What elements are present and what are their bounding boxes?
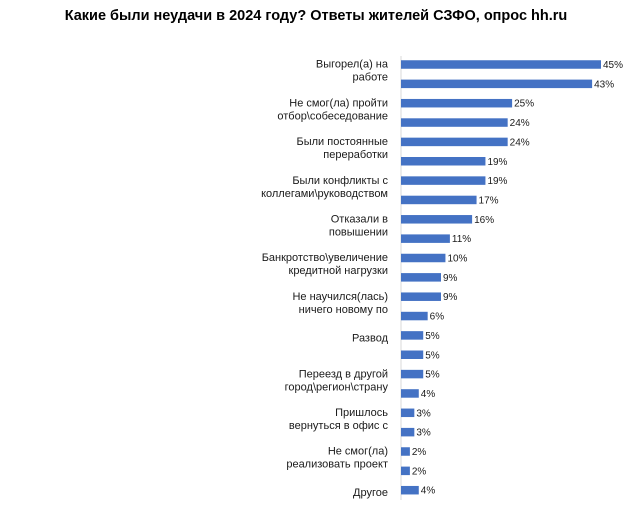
category-label: Были конфликты с xyxy=(292,175,388,187)
value-label: 24% xyxy=(510,137,530,148)
category-label: коллегами\руководством xyxy=(261,188,388,200)
bar xyxy=(401,215,473,224)
value-label: 10% xyxy=(447,254,467,265)
category-label: кредитной нагрузки xyxy=(289,265,389,277)
value-label: 4% xyxy=(421,389,436,400)
category-label: Отказали в xyxy=(331,213,388,225)
value-label: 19% xyxy=(487,157,507,168)
value-label: 2% xyxy=(412,466,427,477)
value-label: 5% xyxy=(425,331,440,342)
bar xyxy=(401,408,415,418)
value-label: 4% xyxy=(421,486,436,497)
value-label: 17% xyxy=(479,195,499,206)
category-label: ничего новому по xyxy=(299,304,388,316)
bar xyxy=(401,273,441,282)
bar xyxy=(401,157,486,166)
bar xyxy=(401,389,419,398)
value-label: 2% xyxy=(412,447,427,458)
category-label: работе xyxy=(353,72,388,84)
bar xyxy=(401,79,593,89)
category-label: Не научился(лась) xyxy=(292,291,388,303)
bar xyxy=(401,137,508,147)
category-label: Были постоянные xyxy=(297,136,388,148)
bar xyxy=(401,98,513,108)
value-label: 5% xyxy=(425,370,440,381)
value-label: 43% xyxy=(594,79,614,90)
category-label: отбор\собеседование xyxy=(277,110,388,122)
value-label: 45% xyxy=(603,60,623,71)
bar xyxy=(401,118,508,127)
category-label: Другое xyxy=(353,487,388,499)
category-label: Не смог(ла) xyxy=(328,446,388,458)
category-label: Пришлось xyxy=(335,407,388,419)
chart-title: Какие были неудачи в 2024 году? Ответы ж… xyxy=(64,8,568,24)
bars-group: 45%43%25%24%24%19%19%17%16%11%10%9%9%6%5… xyxy=(401,60,623,497)
bar xyxy=(401,427,415,437)
bar xyxy=(401,195,477,205)
value-label: 3% xyxy=(416,428,431,439)
category-label: Не смог(ла) пройти xyxy=(289,97,388,109)
category-label: реализовать проект xyxy=(286,459,388,471)
bar xyxy=(401,350,424,359)
category-label: переработки xyxy=(323,149,388,161)
category-label: Банкротство\увеличение xyxy=(262,252,388,264)
value-label: 6% xyxy=(430,312,445,323)
bar xyxy=(401,292,441,301)
category-label: Развод xyxy=(352,332,389,344)
value-label: 25% xyxy=(514,99,534,110)
value-label: 3% xyxy=(416,408,431,419)
value-label: 19% xyxy=(487,176,507,187)
bar xyxy=(401,253,446,263)
bar xyxy=(401,60,601,69)
value-label: 16% xyxy=(474,215,494,226)
category-label: город\регион\страну xyxy=(285,381,389,393)
bar xyxy=(401,369,424,379)
category-label: повышении xyxy=(329,226,388,238)
category-label: вернуться в офис с xyxy=(289,420,389,432)
value-label: 9% xyxy=(443,273,458,284)
value-label: 11% xyxy=(452,234,471,245)
bar xyxy=(401,311,428,321)
bar xyxy=(401,234,450,243)
value-label: 5% xyxy=(425,350,440,361)
bar xyxy=(401,447,410,456)
bar xyxy=(401,331,424,340)
bar xyxy=(401,176,486,185)
value-label: 24% xyxy=(510,118,530,129)
bar xyxy=(401,466,410,476)
bar xyxy=(401,485,419,495)
value-label: 9% xyxy=(443,292,458,303)
category-label: Переезд в другой xyxy=(299,368,388,380)
category-label: Выгорел(а) на xyxy=(316,59,389,71)
